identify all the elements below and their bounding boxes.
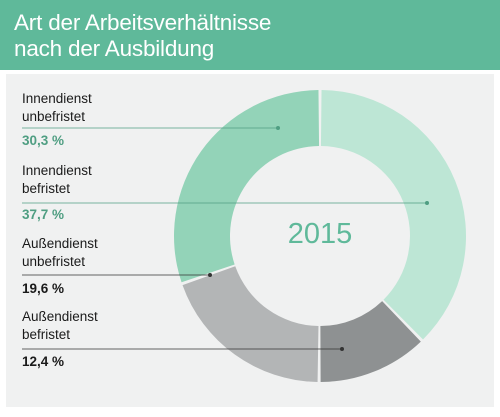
leader-dot-aussendienst-befristet (340, 347, 344, 351)
legend-label-aussendienst-befristet-line2: befristet (22, 327, 71, 342)
legend-label-innendienst-unbefristet-line2: unbefristet (22, 109, 86, 124)
slice-innendienst-unbefristet (174, 90, 320, 283)
leader-lines (22, 126, 429, 351)
chart-title-line2: nach der Ausbildung (14, 36, 215, 61)
legend-label-aussendienst-unbefristet-line2: unbefristet (22, 254, 86, 269)
value-label-aussendienst-befristet: 12,4 % (22, 354, 65, 369)
value-label-innendienst-unbefristet: 30,3 % (22, 133, 65, 148)
donut-slices (174, 90, 467, 382)
value-label-innendienst-befristet: 37,7 % (22, 207, 65, 222)
legend-label-aussendienst-unbefristet-line1: Außendienst (22, 236, 98, 251)
value-label-aussendienst-unbefristet: 19,6 % (22, 281, 65, 296)
leader-dot-innendienst-unbefristet (276, 126, 280, 130)
leader-dot-aussendienst-unbefristet (208, 273, 212, 277)
chart-title-line1: Art der Arbeitsverhältnisse (14, 10, 272, 35)
legend-label-innendienst-befristet-line2: befristet (22, 181, 71, 196)
legend-label-innendienst-befristet-line1: Innendienst (22, 163, 92, 178)
title-bar: Art der Arbeitsverhältnisse nach der Aus… (0, 0, 500, 70)
leader-dot-innendienst-befristet (425, 201, 429, 205)
year-label: 2015 (287, 218, 353, 250)
slice-aussendienst-befristet (320, 301, 421, 382)
slice-aussendienst-unbefristet (182, 266, 319, 382)
legend-label-aussendienst-befristet-line1: Außendienst (22, 309, 98, 324)
legend-label-innendienst-unbefristet-line1: Innendienst (22, 91, 92, 106)
slice-innendienst-befristet (320, 90, 467, 340)
